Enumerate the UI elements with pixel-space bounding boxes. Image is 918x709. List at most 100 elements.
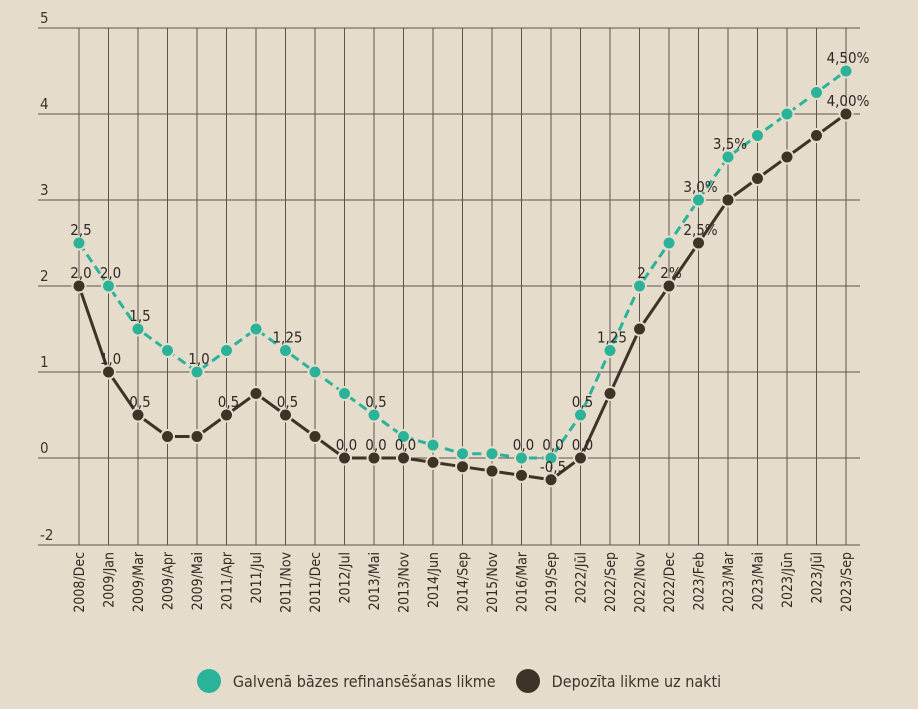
data-label: 0,5 [277, 393, 298, 411]
data-point-refinancing [514, 450, 529, 466]
data-label: 0,5 [365, 393, 386, 411]
data-point-deposit [484, 463, 500, 479]
data-point-refinancing [543, 450, 559, 466]
data-point-refinancing [71, 235, 87, 251]
data-point-deposit [71, 278, 87, 294]
y-tick-label: 3 [40, 181, 49, 199]
data-label: 0,5 [129, 393, 150, 411]
x-tick-label: 2014/Sep [456, 552, 472, 612]
y-axis: 5 4 3 2 1 0 -2 [40, 9, 53, 544]
y-tick-label: 1 [40, 353, 49, 371]
data-point-refinancing [573, 407, 588, 423]
legend-label-deposit: Depozīta likme uz nakti [551, 671, 722, 691]
data-point-refinancing [661, 235, 677, 251]
data-point-deposit [396, 450, 411, 466]
data-label: 2,5% [683, 221, 717, 239]
data-label: 4,00% [827, 92, 870, 110]
data-labels: 2,5 2,0 1,5 1,0 1,25 0,5 0,0 0,0 0,5 1,25 2 3,0% 3,5… [70, 49, 869, 476]
x-tick-label: 2016/Mar [515, 551, 531, 612]
data-point-deposit [809, 128, 824, 143]
data-point-refinancing [691, 192, 706, 208]
x-tick-label: 2013/Nov [397, 551, 413, 612]
data-label: 1,25 [597, 329, 627, 347]
data-point-deposit [455, 459, 470, 475]
data-point-deposit [307, 429, 323, 444]
x-tick-label: 2023/Feb [692, 552, 708, 611]
data-point-refinancing [160, 343, 175, 358]
data-point-refinancing [750, 128, 765, 143]
data-label: 0,0 [513, 436, 534, 454]
data-point-refinancing [278, 343, 293, 358]
x-tick-label: 2022/Nov [633, 551, 649, 612]
data-point-refinancing [307, 364, 323, 380]
data-point-deposit [425, 454, 441, 470]
x-tick-label: 2022/Dec [662, 552, 678, 613]
x-tick-label: 2023/Jūn [780, 552, 796, 608]
data-label: 4,50% [827, 49, 870, 67]
data-label: 1,0 [100, 350, 121, 368]
data-point-deposit [130, 407, 146, 423]
data-point-deposit [573, 450, 588, 466]
data-label: 2,0 [70, 264, 91, 282]
legend-item-deposit: Depozīta likme uz nakti [515, 669, 722, 693]
data-label: 2% [660, 264, 682, 282]
x-tick-label: 2011/Dec [308, 552, 324, 613]
data-label: 2,5 [70, 221, 91, 239]
data-point-deposit [838, 106, 854, 122]
data-label: 1,0 [188, 350, 209, 368]
data-point-deposit [543, 472, 559, 488]
data-point-deposit [248, 386, 264, 401]
data-point-deposit [691, 235, 706, 251]
data-point-deposit [219, 407, 234, 423]
data-label: 3,5% [713, 135, 747, 153]
data-point-deposit [337, 450, 352, 466]
data-point-refinancing [130, 321, 146, 337]
data-label: 0,5 [218, 393, 239, 411]
data-label: 2,0 [100, 264, 121, 282]
data-label: 0,0 [542, 436, 563, 454]
x-tick-label: 2011/Apr [220, 551, 236, 610]
data-point-refinancing [455, 446, 470, 462]
data-label: 0,0 [365, 436, 386, 454]
x-tick-label: 2008/Dec [72, 552, 88, 613]
data-point-refinancing [425, 437, 441, 453]
data-label: 0,5 [572, 393, 593, 411]
data-point-deposit [160, 429, 175, 444]
y-tick-label: 0 [40, 439, 49, 457]
data-point-refinancing [366, 407, 382, 423]
x-tick-label: 2013/Mai [367, 552, 383, 610]
data-point-deposit [189, 429, 205, 444]
x-tick-label: 2022/Jūl [574, 552, 590, 604]
data-point-deposit [750, 171, 765, 186]
x-tick-label: 2023/Jūl [810, 552, 826, 604]
x-tick-label: 2011/Nov [279, 551, 295, 612]
y-tick-label: 4 [40, 95, 49, 113]
data-label: 0,0 [572, 436, 593, 454]
data-label: -0,5 [540, 458, 566, 476]
data-point-deposit [366, 450, 382, 466]
data-point-deposit [278, 407, 293, 423]
legend-label-refinancing: Galvenā bāzes refinansēšanas likme [232, 671, 496, 691]
line-chart: 5 4 3 2 1 0 -2 2008/Dec 2009/Jan 2009/Mar 2009/Ap… [38, 9, 870, 613]
data-point-refinancing [337, 386, 352, 401]
x-tick-label: 2023/Mar [721, 551, 737, 612]
data-point-deposit [632, 321, 647, 337]
x-tick-label: 2022/Sep [603, 552, 619, 612]
data-point-deposit [661, 278, 677, 294]
data-label: 3,0% [683, 178, 717, 196]
x-tick-label: 2009/Mai [190, 552, 206, 610]
data-point-refinancing [720, 149, 736, 165]
data-point-refinancing [248, 321, 264, 337]
x-tick-label: 2009/Jan [102, 552, 118, 608]
data-point-deposit [514, 467, 529, 483]
x-tick-label: 2009/Mar [131, 551, 147, 612]
legend: Galvenā bāzes refinansēšanas likme Depoz… [0, 669, 918, 693]
y-tick-label: 2 [40, 267, 49, 285]
data-point-refinancing [484, 446, 500, 462]
data-point-deposit [779, 149, 795, 165]
x-tick-label: 2011/Jul [249, 552, 265, 604]
data-label: 2 [637, 264, 646, 282]
data-point-refinancing [809, 85, 824, 100]
x-tick-label: 2023/Sep [839, 552, 855, 612]
x-tick-label: 2023/Mai [751, 552, 767, 610]
